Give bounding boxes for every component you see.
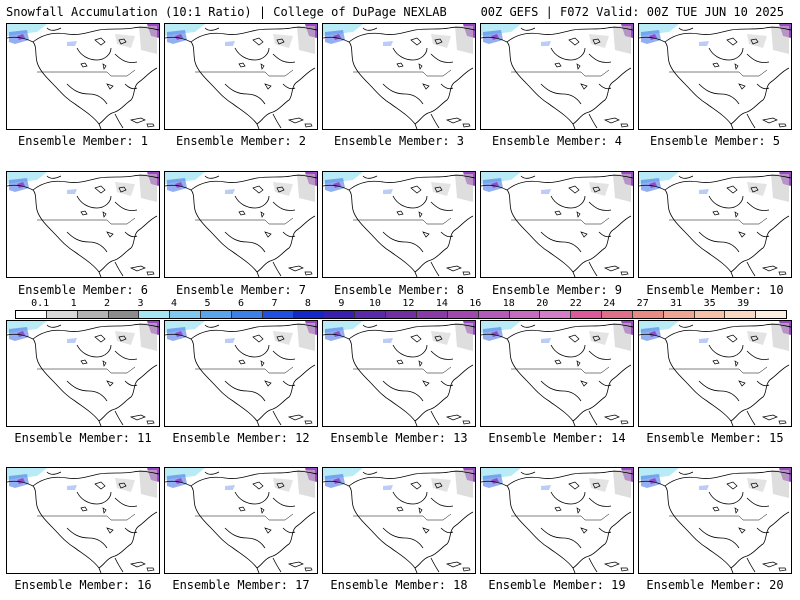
colorbar-swatch [262, 311, 294, 318]
ensemble-member-label: Ensemble Member: 17 [172, 578, 310, 592]
ensemble-map-20 [638, 467, 792, 574]
ensemble-map-18 [322, 467, 476, 574]
colorbar-tick-label: 24 [603, 298, 616, 309]
ensemble-member-label: Ensemble Member: 4 [491, 134, 623, 148]
colorbar-tick-label: 14 [435, 298, 448, 309]
chart-title: Snowfall Accumulation (10:1 Ratio) | Col… [6, 5, 447, 19]
colorbar-swatch [756, 311, 787, 318]
colorbar-tick-label: 0.1 [31, 298, 50, 309]
colorbar-tick-label: 1 [70, 298, 77, 309]
ensemble-map-7 [164, 171, 318, 278]
ensemble-map-8 [322, 171, 476, 278]
colorbar-swatch [293, 311, 325, 318]
ensemble-map-12 [164, 320, 318, 427]
ensemble-member-label: Ensemble Member: 20 [646, 578, 784, 592]
colorbar-swatch [478, 311, 510, 318]
colorbar-swatch [355, 311, 387, 318]
colorbar-tick-label: 31 [670, 298, 683, 309]
colorbar-swatch [231, 311, 263, 318]
colorbar-tick-label: 18 [502, 298, 515, 309]
colorbar-swatch [509, 311, 541, 318]
ensemble-map-14 [480, 320, 634, 427]
colorbar-tick-label: 7 [271, 298, 278, 309]
colorbar-swatch [694, 311, 726, 318]
ensemble-member-label: Ensemble Member: 2 [175, 134, 307, 148]
ensemble-member-label: Ensemble Member: 18 [330, 578, 468, 592]
ensemble-member-label: Ensemble Member: 3 [333, 134, 465, 148]
ensemble-member-label: Ensemble Member: 10 [646, 283, 784, 297]
ensemble-map-3 [322, 23, 476, 130]
colorbar-tick-label: 22 [569, 298, 582, 309]
colorbar-tick-label: 10 [368, 298, 381, 309]
ensemble-member-label: Ensemble Member: 5 [649, 134, 781, 148]
colorbar-swatch [725, 311, 757, 318]
ensemble-map-13 [322, 320, 476, 427]
ensemble-member-label: Ensemble Member: 16 [14, 578, 152, 592]
colorbar-tick-label: 16 [469, 298, 482, 309]
ensemble-map-6 [6, 171, 160, 278]
ensemble-member-label: Ensemble Member: 7 [175, 283, 307, 297]
colorbar-tick-label: 9 [338, 298, 345, 309]
colorbar-tick-label: 35 [703, 298, 716, 309]
ensemble-map-1 [6, 23, 160, 130]
colorbar-tick-label: 8 [304, 298, 311, 309]
ensemble-map-5 [638, 23, 792, 130]
colorbar-swatch [602, 311, 633, 318]
ensemble-member-label: Ensemble Member: 19 [488, 578, 626, 592]
ensemble-map-10 [638, 171, 792, 278]
ensemble-member-label: Ensemble Member: 13 [330, 431, 468, 445]
colorbar-swatch [46, 311, 78, 318]
colorbar-tick-label: 39 [737, 298, 750, 309]
colorbar-tick-label: 12 [402, 298, 415, 309]
colorbar-swatch [416, 311, 448, 318]
ensemble-map-15 [638, 320, 792, 427]
ensemble-map-16 [6, 467, 160, 574]
colorbar-swatch [386, 311, 417, 318]
ensemble-member-label: Ensemble Member: 12 [172, 431, 310, 445]
colorbar-swatch [632, 311, 664, 318]
colorbar-swatch [108, 311, 140, 318]
colorbar-tick-label: 2 [104, 298, 111, 309]
colorbar-tick-label: 27 [636, 298, 649, 309]
colorbar-swatch [324, 311, 356, 318]
colorbar-swatch [170, 311, 202, 318]
model-run-info: 00Z GEFS | F072 Valid: 00Z TUE JUN 10 20… [480, 5, 784, 19]
colorbar-tick-label: 5 [204, 298, 211, 309]
ensemble-map-17 [164, 467, 318, 574]
colorbar-swatch [139, 311, 171, 318]
colorbar-swatch [201, 311, 232, 318]
colorbar-swatch [77, 311, 109, 318]
ensemble-member-label: Ensemble Member: 1 [17, 134, 149, 148]
colorbar-tick-label: 20 [536, 298, 549, 309]
ensemble-member-label: Ensemble Member: 9 [491, 283, 623, 297]
colorbar [15, 310, 787, 319]
colorbar-swatch [16, 311, 47, 318]
colorbar-labels: 0.1 1 2 3 4 5 6 7 8 9 10 12 14 16 18 20 22 24 27 31 35 39 [15, 298, 785, 310]
ensemble-member-label: Ensemble Member: 11 [14, 431, 152, 445]
ensemble-member-label: Ensemble Member: 6 [17, 283, 149, 297]
ensemble-member-label: Ensemble Member: 15 [646, 431, 784, 445]
ensemble-map-9 [480, 171, 634, 278]
colorbar-swatch [571, 311, 603, 318]
ensemble-map-11 [6, 320, 160, 427]
colorbar-tick-label: 4 [171, 298, 178, 309]
colorbar-tick-label: 6 [237, 298, 244, 309]
colorbar-tick-label: 3 [137, 298, 144, 309]
ensemble-member-label: Ensemble Member: 8 [333, 283, 465, 297]
ensemble-map-19 [480, 467, 634, 574]
ensemble-member-label: Ensemble Member: 14 [488, 431, 626, 445]
colorbar-swatch [447, 311, 479, 318]
ensemble-map-2 [164, 23, 318, 130]
colorbar-swatch [540, 311, 572, 318]
colorbar-swatch [663, 311, 695, 318]
ensemble-map-4 [480, 23, 634, 130]
